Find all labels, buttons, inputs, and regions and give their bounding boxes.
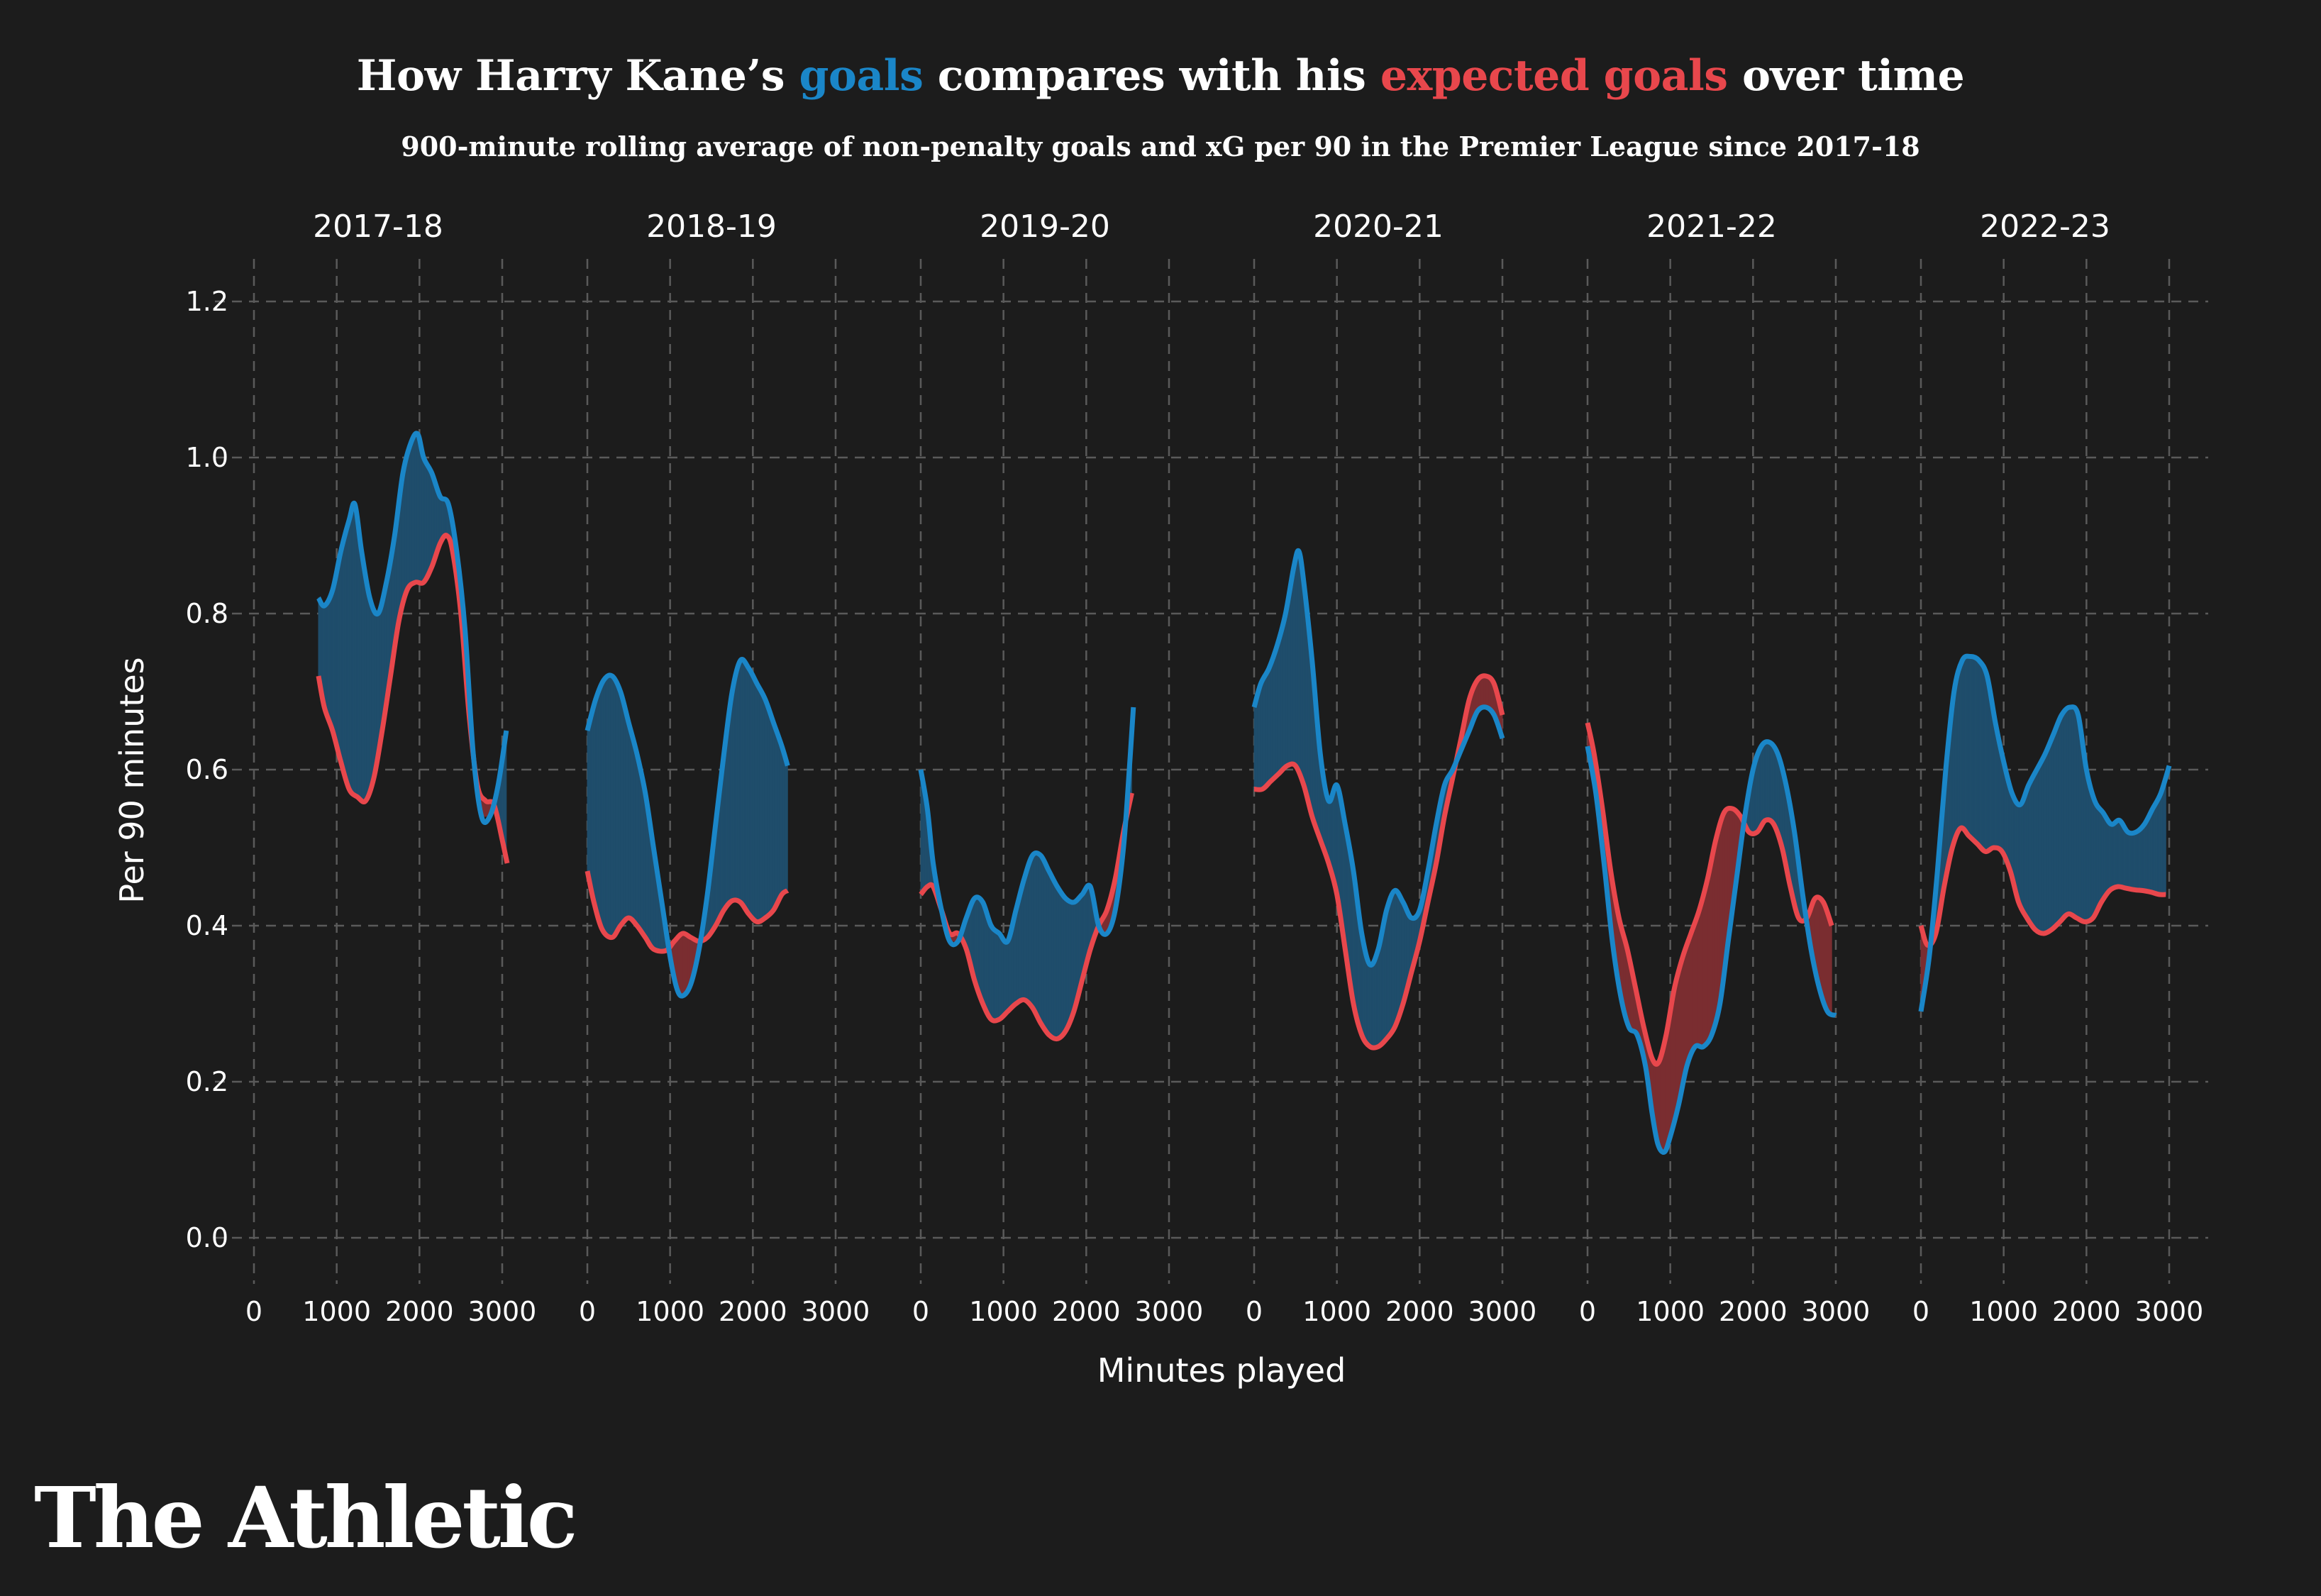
xg-line bbox=[585, 870, 790, 954]
x-tick-label: 2000 bbox=[1052, 1296, 1121, 1327]
x-tick-label: 3000 bbox=[1802, 1296, 1871, 1327]
y-tick-label: 0.6 bbox=[186, 754, 228, 785]
fill-layer bbox=[318, 433, 2166, 1152]
facet-label: 2021-22 bbox=[1646, 209, 1777, 245]
title-part: How Harry Kane’s bbox=[356, 51, 799, 101]
facet-label: 2019-20 bbox=[980, 209, 1110, 245]
facet-label: 2020-21 bbox=[1313, 209, 1444, 245]
x-tick-label: 3000 bbox=[468, 1296, 537, 1327]
chart-title: How Harry Kane’s goals compares with his… bbox=[0, 51, 2321, 101]
xg-line bbox=[1918, 825, 2166, 948]
goals-above-xg-band bbox=[2164, 776, 2166, 895]
facet-label: 2017-18 bbox=[313, 209, 443, 245]
goals-line bbox=[316, 431, 509, 825]
x-tick-label: 1000 bbox=[1636, 1296, 1705, 1327]
goals-line bbox=[1918, 653, 2172, 1012]
xg-line bbox=[1585, 722, 1834, 1067]
x-tick-label: 3000 bbox=[2135, 1296, 2204, 1327]
y-axis-title: Per 90 minutes bbox=[113, 657, 151, 903]
x-tick-label: 1000 bbox=[302, 1296, 371, 1327]
x-tick-label: 3000 bbox=[802, 1296, 870, 1327]
x-axis-title: Minutes played bbox=[1097, 1351, 1346, 1390]
y-tick-label: 1.2 bbox=[186, 286, 228, 317]
y-tick-label: 0.4 bbox=[186, 910, 228, 941]
x-tick-label: 0 bbox=[579, 1296, 596, 1327]
x-tick-label: 0 bbox=[1579, 1296, 1596, 1327]
facet-label: 2018-19 bbox=[646, 209, 777, 245]
title-part: over time bbox=[1727, 51, 1965, 101]
goals-line bbox=[918, 706, 1136, 948]
x-tick-label: 3000 bbox=[1468, 1296, 1537, 1327]
title-part: compares with his bbox=[923, 51, 1380, 101]
label-layer: 2017-18 0 1000 2000 3000 2018-19 0 1000 2000 3000… bbox=[113, 209, 2203, 1390]
xg-line bbox=[919, 792, 1134, 1042]
xg-above-goals-band bbox=[1830, 923, 1832, 1014]
goals-line bbox=[585, 657, 790, 999]
xg-line bbox=[1253, 673, 1505, 1051]
x-tick-label: 2000 bbox=[1719, 1296, 1788, 1327]
brand-logo: The Athletic bbox=[34, 1468, 578, 1567]
y-tick-label: 0.8 bbox=[186, 598, 228, 629]
chart-subtitle: 900-minute rolling average of non-penalt… bbox=[401, 131, 1920, 162]
y-tick-label: 1.0 bbox=[186, 442, 228, 473]
title-part: goals bbox=[799, 51, 924, 101]
y-tick-label: 0.2 bbox=[186, 1066, 228, 1097]
x-tick-label: 1000 bbox=[636, 1296, 704, 1327]
y-tick-label: 0.0 bbox=[186, 1222, 228, 1253]
x-tick-label: 2000 bbox=[719, 1296, 787, 1327]
goals-line bbox=[1585, 739, 1837, 1155]
x-tick-label: 3000 bbox=[1135, 1296, 1204, 1327]
x-tick-label: 2000 bbox=[2052, 1296, 2121, 1327]
x-tick-label: 2000 bbox=[385, 1296, 454, 1327]
x-tick-label: 2000 bbox=[1385, 1296, 1454, 1327]
x-tick-label: 0 bbox=[912, 1296, 929, 1327]
x-tick-label: 0 bbox=[1912, 1296, 1929, 1327]
grid-layer bbox=[215, 259, 2208, 1284]
x-tick-label: 1000 bbox=[1969, 1296, 2038, 1327]
goals-line bbox=[1251, 548, 1505, 968]
facet-label: 2022-23 bbox=[1980, 209, 2110, 245]
line-layer bbox=[316, 431, 2172, 1155]
x-tick-label: 1000 bbox=[1302, 1296, 1371, 1327]
x-tick-label: 1000 bbox=[969, 1296, 1038, 1327]
x-tick-label: 0 bbox=[1246, 1296, 1263, 1327]
goals-above-xg-band bbox=[785, 760, 788, 893]
x-tick-label: 0 bbox=[245, 1296, 262, 1327]
title-part: expected goals bbox=[1380, 51, 1728, 101]
